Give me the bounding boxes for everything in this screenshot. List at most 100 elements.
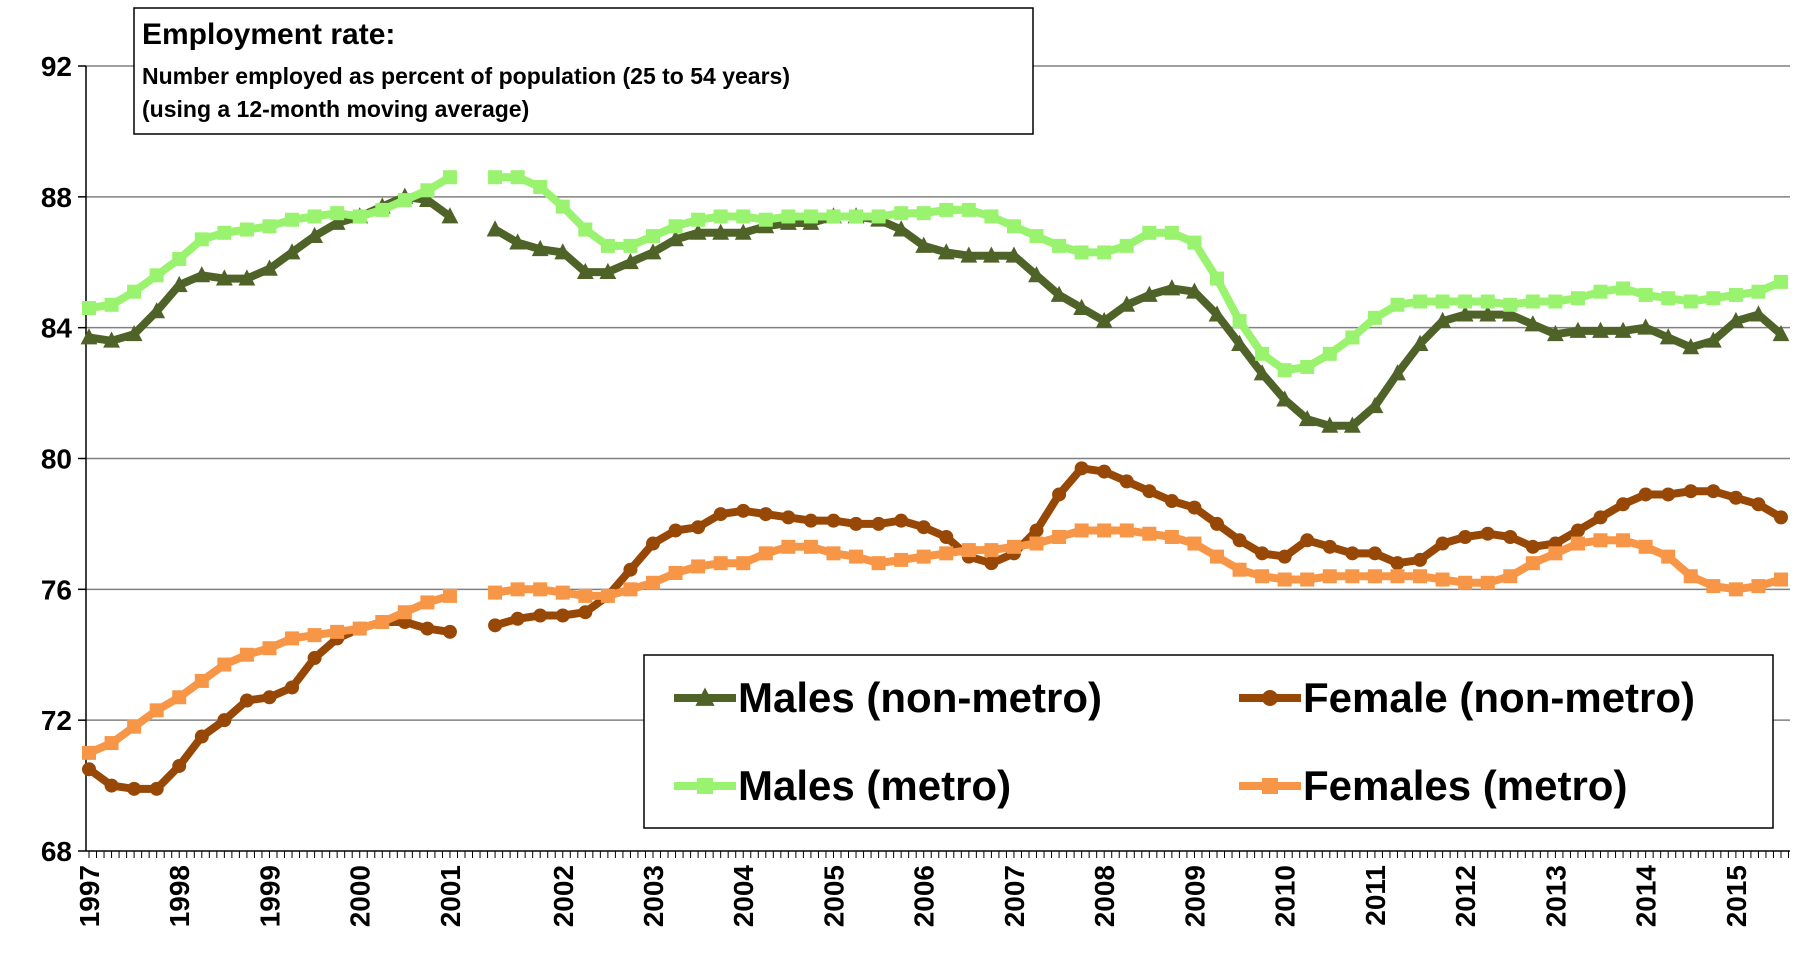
data-point [803, 209, 818, 224]
x-tick-label: 2004 [728, 865, 759, 928]
data-point [149, 703, 164, 718]
data-point [1637, 318, 1655, 335]
data-point [1570, 291, 1585, 306]
y-tick-label: 68 [41, 836, 72, 867]
data-point [803, 539, 818, 554]
data-point [578, 588, 593, 603]
legend-marker [695, 687, 715, 706]
data-point [622, 253, 639, 270]
x-tick-label: 1998 [164, 865, 195, 927]
data-point [555, 199, 570, 214]
data-point [1343, 416, 1361, 433]
data-point [1593, 284, 1608, 299]
data-point [127, 781, 142, 796]
data-point [668, 565, 683, 580]
data-point [1704, 331, 1722, 348]
data-point [984, 543, 999, 558]
data-point [600, 238, 615, 253]
data-point [531, 239, 549, 257]
data-point [239, 693, 254, 708]
data-point [1389, 364, 1406, 381]
data-point [1029, 229, 1044, 244]
data-point [916, 549, 931, 564]
data-point [871, 556, 886, 571]
x-tick-label: 2002 [548, 865, 579, 927]
data-point [691, 559, 706, 574]
data-point [1345, 546, 1360, 561]
data-point [713, 556, 728, 571]
data-point [781, 539, 796, 554]
data-point [1367, 569, 1382, 584]
data-point [578, 605, 593, 620]
data-point [172, 251, 187, 266]
data-point [1750, 305, 1767, 322]
data-point [1751, 284, 1766, 299]
data-point [1005, 246, 1023, 263]
data-point [916, 206, 931, 221]
data-point [1231, 334, 1248, 351]
x-tick-label: 2014 [1631, 865, 1662, 928]
data-point [261, 259, 278, 276]
data-point [734, 223, 752, 240]
data-point [668, 219, 683, 234]
data-point [937, 243, 955, 260]
data-point [984, 209, 999, 224]
y-tick-label: 88 [41, 182, 72, 213]
data-point [80, 328, 98, 345]
data-point [758, 212, 773, 227]
data-point [1255, 346, 1270, 361]
data-point [1321, 416, 1339, 433]
data-point [1097, 464, 1112, 479]
data-point [1390, 569, 1405, 584]
data-point [420, 595, 435, 610]
data-point [194, 729, 209, 744]
data-point [871, 209, 886, 224]
data-point [1095, 311, 1113, 329]
data-point [1683, 294, 1698, 309]
data-point [533, 180, 548, 195]
data-point [781, 510, 796, 525]
data-point [419, 190, 436, 208]
data-point [1661, 549, 1676, 564]
data-point [849, 549, 864, 564]
data-point [1366, 396, 1384, 414]
x-tick-label: 2003 [638, 865, 669, 927]
data-point [486, 220, 504, 237]
data-point [1074, 245, 1089, 260]
data-point [1255, 569, 1270, 584]
data-point [1367, 546, 1382, 561]
data-point [215, 269, 233, 286]
data-point [375, 615, 390, 630]
data-point [104, 778, 119, 793]
data-point [1501, 305, 1519, 322]
data-point [1345, 330, 1360, 345]
data-point [691, 212, 706, 227]
data-point [217, 713, 232, 728]
data-point [1345, 569, 1360, 584]
data-point [307, 209, 322, 224]
data-point [1322, 569, 1337, 584]
data-point [1683, 484, 1698, 499]
data-point [826, 209, 841, 224]
data-point [871, 516, 886, 531]
data-point [1728, 490, 1743, 505]
data-point [1659, 328, 1677, 345]
data-point [488, 618, 503, 633]
data-point [1683, 569, 1698, 584]
data-point [736, 556, 751, 571]
x-tick-label: 2005 [818, 865, 849, 927]
data-point [599, 262, 617, 279]
data-point [1119, 523, 1134, 538]
legend-label: Females (metro) [1303, 762, 1627, 809]
data-point [1751, 497, 1766, 512]
data-point [442, 624, 457, 639]
data-point [82, 745, 96, 760]
data-point [82, 762, 96, 777]
data-point [420, 621, 435, 636]
data-point [600, 588, 615, 603]
data-point [1525, 294, 1540, 309]
data-point [307, 628, 322, 643]
x-tick-label: 2008 [1089, 865, 1120, 927]
x-tick-label: 1999 [254, 865, 285, 927]
data-point [1435, 294, 1450, 309]
